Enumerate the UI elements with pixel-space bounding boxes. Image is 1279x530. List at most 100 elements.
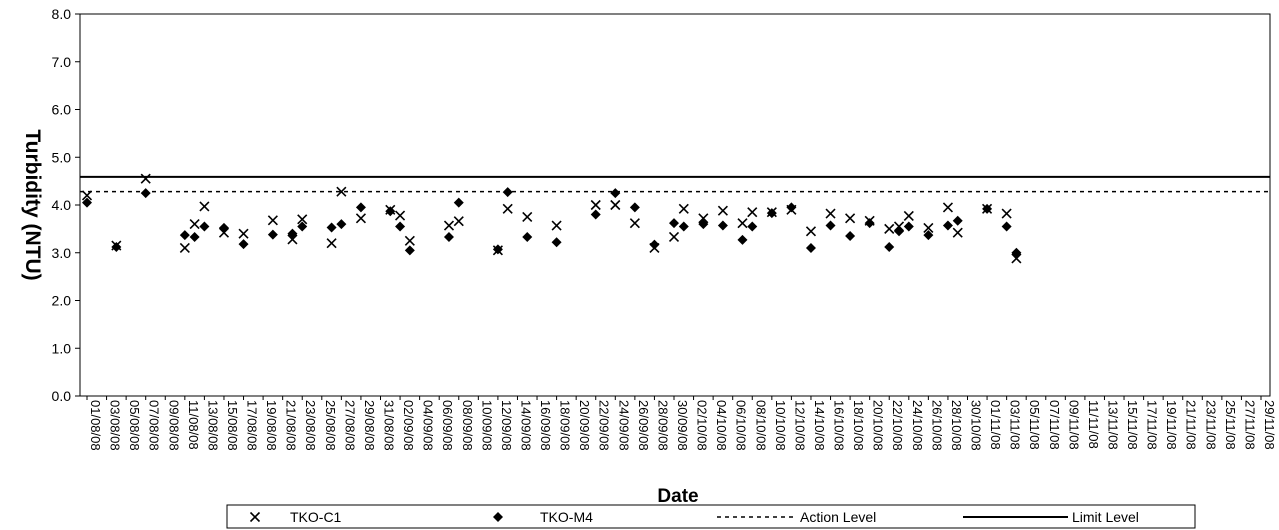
- tko-m4-point: [982, 203, 993, 214]
- x-tick-label: 22/09/08: [597, 400, 612, 451]
- tko-c1-point: [551, 220, 562, 231]
- x-tick-label: 02/10/08: [695, 400, 710, 451]
- tko-m4-point: [336, 219, 347, 230]
- x-tick-label: 14/09/08: [518, 400, 533, 451]
- tko-m4-point: [443, 231, 454, 242]
- tko-c1-point: [923, 222, 934, 233]
- legend-label: TKO-M4: [540, 509, 593, 525]
- tko-c1-point: [698, 213, 709, 224]
- tko-m4-point: [297, 221, 308, 232]
- tko-m4-point: [189, 231, 200, 242]
- x-tick-label: 03/08/08: [108, 400, 123, 451]
- tko-c1-point: [590, 199, 601, 211]
- x-tick-label: 01/08/08: [88, 400, 103, 451]
- legend-label: Action Level: [800, 509, 876, 525]
- tko-m4-point: [238, 239, 249, 250]
- x-tick-label: 01/11/08: [988, 400, 1003, 450]
- tko-c1-point: [502, 203, 513, 214]
- x-tick-label: 02/09/08: [401, 400, 416, 451]
- tko-m4-point: [404, 245, 415, 256]
- x-tick-label: 12/10/08: [792, 400, 807, 451]
- tko-c1-point: [610, 199, 621, 211]
- x-tick-label: 11/11/08: [1086, 400, 1101, 449]
- tko-c1-point: [395, 210, 406, 221]
- tko-m4-point: [551, 237, 562, 248]
- tko-m4-point: [864, 218, 875, 229]
- tko-m4-point: [1011, 247, 1022, 258]
- tko-c1-point: [1001, 208, 1012, 219]
- x-axis-title: Date: [657, 486, 698, 507]
- tko-m4-point: [649, 239, 660, 250]
- tko-m4-point: [199, 221, 210, 232]
- tko-c1-point: [404, 235, 415, 246]
- x-tick-label: 29/08/08: [362, 400, 377, 451]
- tko-m4-point: [140, 188, 151, 199]
- legend: TKO-C1 TKO-M4 Action Level Limit Level: [226, 504, 1196, 529]
- x-tick-label: 14/10/08: [812, 400, 827, 451]
- tko-c1-point: [179, 242, 190, 254]
- reference-lines: [80, 175, 1270, 193]
- x-tick-label: 16/09/08: [538, 400, 553, 451]
- tko-m4-point: [326, 222, 337, 233]
- tko-c1-point: [443, 220, 455, 231]
- x-tick-label: 23/11/08: [1203, 400, 1218, 450]
- x-tick-label: 27/11/08: [1242, 400, 1257, 450]
- x-tick-label: 16/10/08: [832, 400, 847, 451]
- x-tick-label: 23/08/08: [303, 400, 318, 451]
- tko-c1-point: [668, 231, 680, 243]
- x-tick-label: 04/10/08: [714, 400, 729, 451]
- x-tick-label: 09/08/08: [166, 400, 181, 451]
- tko-c1-point: [81, 190, 93, 201]
- tko-m4-point: [218, 222, 229, 233]
- legend-tko-m4-marker: [493, 512, 503, 522]
- tko-m4-point: [111, 242, 122, 253]
- x-tick-label: 05/11/08: [1027, 400, 1042, 450]
- x-tick-label: 11/08/08: [186, 400, 201, 450]
- x-tick-label: 28/10/08: [949, 400, 964, 451]
- tko-m4-point: [825, 220, 836, 231]
- y-tick-label: 8.0: [52, 6, 72, 22]
- x-tick-label: 18/10/08: [851, 400, 866, 451]
- x-tick-label: 25/08/08: [323, 400, 338, 451]
- tko-c1-point: [845, 213, 856, 224]
- tko-m4-point: [610, 188, 621, 199]
- x-tick-label: 30/10/08: [969, 400, 984, 451]
- tko-m4-point: [737, 234, 748, 245]
- legend-label: TKO-C1: [290, 509, 342, 525]
- x-tick-label: 08/09/08: [460, 400, 475, 451]
- tko-c1-point: [737, 218, 748, 229]
- tko-c1-point: [140, 173, 151, 184]
- tko-m4-point: [698, 219, 709, 230]
- tko-m4-point: [82, 197, 92, 208]
- tko-c1-point: [717, 205, 728, 216]
- x-tick-label: 28/09/08: [655, 400, 670, 451]
- tko-c1-point: [903, 210, 914, 222]
- x-tick-label: 17/08/08: [245, 400, 260, 451]
- tko-m4-point: [267, 229, 278, 240]
- tko-c1-point: [189, 219, 200, 230]
- tko-c1-point: [238, 228, 249, 239]
- tko-c1-point: [747, 207, 758, 218]
- tko-m4-point: [385, 206, 396, 217]
- x-tick-label: 29/11/08: [1262, 400, 1277, 450]
- x-tick-label: 18/09/08: [558, 400, 573, 451]
- x-tick-label: 30/09/08: [675, 400, 690, 451]
- tko-c1-point: [267, 215, 278, 226]
- x-tick-label: 10/10/08: [773, 400, 788, 451]
- x-tick-label: 10/09/08: [479, 400, 494, 451]
- x-tick-label: 25/11/08: [1223, 400, 1238, 450]
- legend-label: Limit Level: [1072, 509, 1139, 525]
- tko-m4-point: [678, 221, 689, 232]
- tko-m4-point: [766, 208, 777, 219]
- x-axis-ticks: 01/08/08 03/08/08 05/08/08 07/08/08 09/08/08…: [86, 396, 1277, 451]
- x-tick-label: 26/10/08: [929, 400, 944, 451]
- y-tick-label: 7.0: [52, 54, 72, 70]
- x-tick-label: 07/11/08: [1047, 400, 1062, 450]
- x-tick-label: 06/09/08: [440, 400, 455, 451]
- x-tick-label: 31/08/08: [382, 400, 397, 451]
- x-tick-label: 19/11/08: [1164, 400, 1179, 450]
- tko-c1-point: [199, 201, 210, 212]
- tko-c1-point: [952, 227, 963, 238]
- y-tick-label: 0.0: [52, 388, 72, 404]
